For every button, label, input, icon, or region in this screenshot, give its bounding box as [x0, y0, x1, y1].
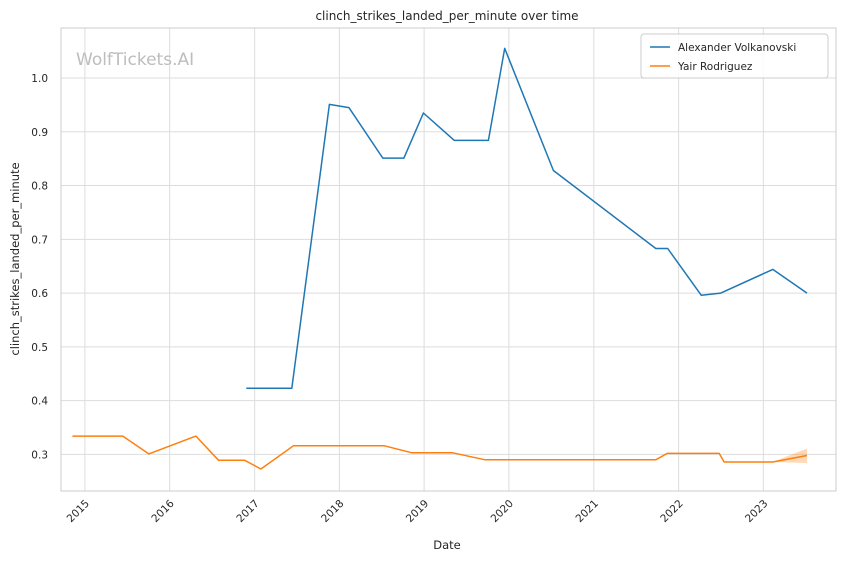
series-1-line: [72, 435, 808, 470]
x-tick-label: 2018: [319, 498, 346, 525]
series-0-line: [246, 47, 808, 390]
x-axis-label: Date: [433, 538, 461, 552]
x-tick-label: 2022: [658, 498, 685, 525]
chart-title: clinch_strikes_landed_per_minute over ti…: [315, 9, 578, 23]
y-tick-label: 0.5: [31, 342, 48, 354]
legend: Alexander Volkanovski Yair Rodriguez: [640, 33, 829, 79]
y-tick-label: 1.0: [31, 73, 48, 85]
watermark: WolfTickets.AI: [76, 50, 194, 70]
y-axis-label: clinch_strikes_landed_per_minute: [8, 162, 22, 355]
x-tick-label: 2019: [404, 498, 431, 525]
x-tick-label: 2021: [574, 498, 601, 525]
legend-box: [640, 33, 829, 79]
y-tick-label: 0.8: [31, 181, 48, 193]
x-tick-label: 2016: [149, 497, 177, 525]
series-1-band: [772, 448, 807, 463]
y-tick-label: 0.3: [31, 449, 48, 461]
x-tick-label: 2020: [489, 498, 516, 525]
legend-entry: Yair Rodriguez: [677, 61, 753, 73]
y-tick-label: 0.7: [31, 234, 48, 246]
grid: [61, 28, 836, 491]
x-tick-label: 2015: [65, 498, 92, 525]
y-tick-label: 0.9: [31, 127, 48, 139]
y-tick-label: 0.4: [31, 396, 48, 408]
legend-entry: Alexander Volkanovski: [678, 42, 796, 54]
confidence-bands: [772, 448, 807, 463]
y-tick-label: 0.6: [31, 288, 48, 300]
plot-frame: [60, 27, 837, 492]
x-tick-label: 2023: [743, 498, 770, 525]
x-tick-labels: 2015 2016 2017 2018 2019 2020 2021 2022 2023: [65, 497, 771, 525]
y-tick-labels: 0.3 0.4 0.5 0.6 0.7 0.8 0.9 1.0: [31, 73, 48, 461]
series-lines: [72, 47, 808, 470]
x-tick-label: 2017: [234, 498, 261, 525]
